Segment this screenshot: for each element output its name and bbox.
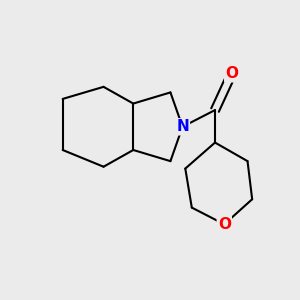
Text: O: O <box>218 217 231 232</box>
Text: O: O <box>225 66 238 81</box>
Text: N: N <box>176 119 189 134</box>
